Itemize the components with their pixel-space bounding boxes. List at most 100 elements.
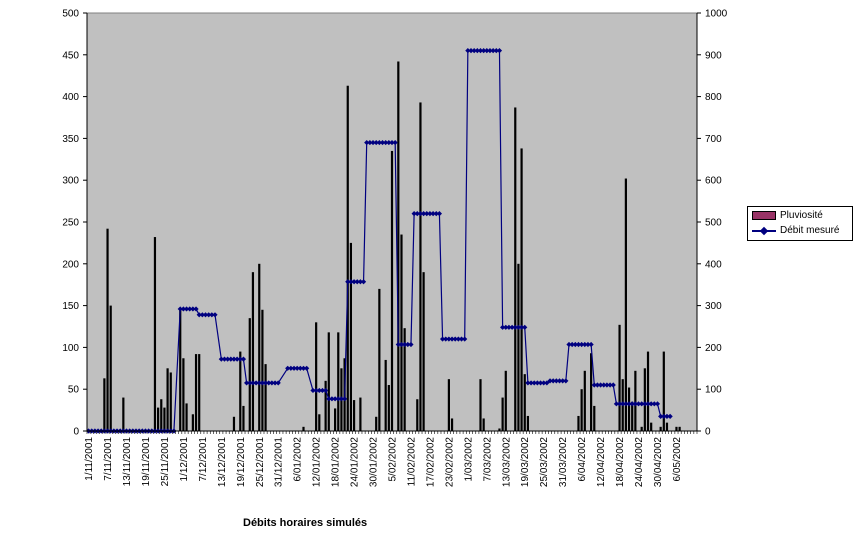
y-tick-label-right: 400 xyxy=(705,259,722,270)
flow-marker xyxy=(345,279,351,285)
x-tick-label: 19/03/2002 xyxy=(520,437,531,487)
rain-bar xyxy=(334,408,337,431)
flow-marker xyxy=(285,365,291,371)
flow-marker xyxy=(310,387,316,394)
flow-marker xyxy=(291,365,297,371)
rain-bar xyxy=(166,368,169,431)
flow-marker xyxy=(635,401,642,407)
x-axis: 1/11/2001 7/11/2001 13/11/2001 19/11/2001 25… xyxy=(84,430,698,487)
rain-bar xyxy=(264,364,267,431)
x-tick-label: 6/05/2002 xyxy=(672,437,683,482)
flow-marker xyxy=(550,378,556,384)
flow-marker xyxy=(370,139,376,146)
flow-marker xyxy=(509,324,515,330)
flow-marker xyxy=(288,365,294,371)
rain-bar xyxy=(232,416,236,431)
rain-bar xyxy=(185,403,188,431)
x-tick-label: 12/04/2002 xyxy=(596,437,607,487)
x-tick-label: 19/11/2001 xyxy=(141,437,152,487)
flow-marker xyxy=(376,139,382,146)
rain-bar xyxy=(659,426,662,431)
flow-marker xyxy=(395,341,401,348)
rain-bar xyxy=(315,322,318,431)
line-series xyxy=(85,48,673,434)
flow-marker xyxy=(525,380,531,386)
flow-marker xyxy=(367,139,373,146)
flow-marker xyxy=(183,306,190,312)
flow-marker xyxy=(294,365,300,371)
flow-marker xyxy=(572,341,578,348)
flow-marker xyxy=(250,380,256,386)
x-tick-label: 19/12/2001 xyxy=(236,437,247,487)
flow-marker xyxy=(582,341,588,348)
rain-bar xyxy=(349,242,353,431)
flow-marker xyxy=(613,401,620,407)
flow-marker xyxy=(430,211,436,217)
flow-marker xyxy=(202,312,209,318)
rain-bar xyxy=(583,370,586,431)
flow-marker xyxy=(225,356,231,362)
rain-bar xyxy=(517,263,520,431)
flow-marker xyxy=(209,312,215,318)
rain-bar xyxy=(258,263,261,431)
rain-bar xyxy=(501,397,504,431)
rain-bar xyxy=(109,305,112,431)
flow-marker xyxy=(569,341,575,348)
flow-marker xyxy=(218,356,224,362)
rain-bar xyxy=(318,414,321,431)
rain-bar xyxy=(416,399,419,431)
rain-bar xyxy=(375,416,378,431)
flow-marker xyxy=(512,324,518,330)
flow-marker xyxy=(642,401,648,407)
rain-bar xyxy=(447,379,450,431)
rain-bar xyxy=(498,428,501,431)
flow-marker xyxy=(177,306,183,312)
flow-marker xyxy=(610,382,616,388)
flow-marker xyxy=(253,380,259,386)
y-tick-label-right: 300 xyxy=(705,301,722,312)
flow-marker xyxy=(601,382,607,388)
flow-marker xyxy=(667,413,673,419)
flow-marker xyxy=(364,139,370,146)
x-tick-label: 24/01/2002 xyxy=(350,437,361,487)
rain-bar xyxy=(157,407,160,431)
flow-marker xyxy=(424,211,430,217)
flow-marker xyxy=(439,336,446,342)
flow-marker xyxy=(623,401,629,407)
legend-label: Débit mesuré xyxy=(780,225,840,236)
rain-bar xyxy=(153,237,157,431)
flow-marker xyxy=(537,380,544,386)
flow-marker xyxy=(654,401,661,407)
flow-marker xyxy=(500,324,506,330)
y-tick-label-right: 0 xyxy=(705,427,711,438)
x-tick-label: 31/12/2001 xyxy=(274,437,285,487)
y-tick-label-right: 100 xyxy=(705,385,722,396)
flow-marker xyxy=(556,378,563,384)
y-tick-label-left: 500 xyxy=(62,9,79,20)
legend-label: Pluviosité xyxy=(780,210,823,221)
rain-bar xyxy=(419,102,422,432)
flow-marker xyxy=(335,396,341,402)
flow-marker xyxy=(313,387,319,394)
flow-marker xyxy=(604,382,610,388)
rain-bar xyxy=(248,318,251,431)
rain-bar xyxy=(643,368,646,431)
rain-bar xyxy=(400,234,403,431)
flow-marker xyxy=(221,356,228,362)
flow-marker xyxy=(433,211,439,217)
flow-marker xyxy=(383,139,389,146)
flow-marker xyxy=(392,139,398,146)
rain-bar xyxy=(577,415,580,431)
flow-marker xyxy=(247,380,253,386)
rain-bar xyxy=(359,397,362,431)
flow-marker xyxy=(455,336,461,342)
flow-marker xyxy=(626,401,632,407)
flow-marker xyxy=(269,380,275,386)
flow-marker xyxy=(231,356,237,362)
flow-marker xyxy=(506,324,512,330)
flow-marker xyxy=(341,396,348,402)
bar-series xyxy=(103,61,681,432)
flow-marker xyxy=(487,48,493,54)
flow-marker xyxy=(262,380,269,386)
rain-bar xyxy=(324,380,327,431)
